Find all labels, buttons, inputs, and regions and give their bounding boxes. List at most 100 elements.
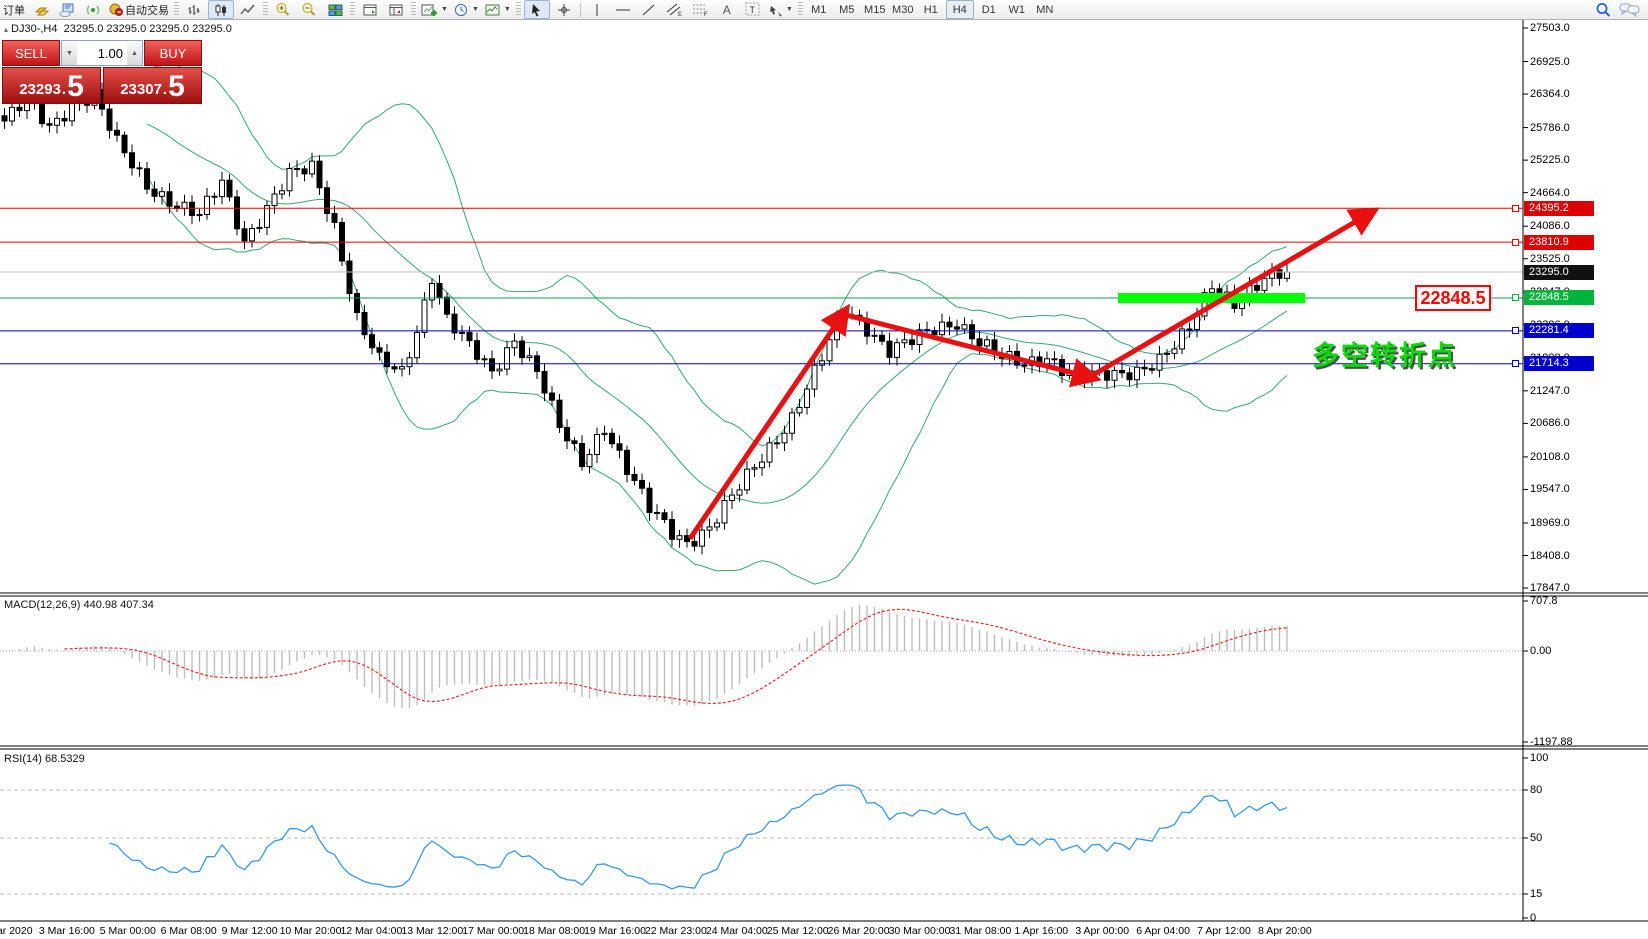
zoom-out-icon[interactable] [297,1,321,18]
cursor-tool-icon[interactable] [523,0,550,19]
bid-big-digit: 5 [67,70,84,103]
autotrading-button[interactable]: 自动交易 [107,1,171,18]
toolbar-grip [174,2,179,17]
timeframe-w1[interactable]: W1 [1008,3,1026,16]
bid-dot: . [61,81,67,98]
price-tag: 24395.2 [1524,200,1594,216]
publish-chart-icon[interactable] [55,1,79,18]
horizontal-level-lines[interactable] [0,207,1523,365]
date-label: 13 Mar 12:00 [401,925,464,937]
fibonacci-tool-icon[interactable]: F [689,1,713,18]
date-label: 24 Mar 04:00 [705,925,768,937]
level-anchor-marker [1512,327,1519,335]
buy-button[interactable]: BUY [144,40,202,66]
panel-separators [0,19,1648,922]
chat-icon[interactable] [1617,1,1643,18]
level-anchor-marker [1512,360,1519,368]
bid-main-digits: 23293 [19,81,61,98]
horizontal-line-tool-icon[interactable] [611,1,635,18]
bar-chart-type-icon[interactable] [182,1,206,18]
vertical-line-tool-icon[interactable] [585,1,609,18]
toolbar-separator [579,2,581,17]
date-label: 22 Mar 23:00 [644,925,707,937]
price-tick-label: 17847.0 [1530,582,1570,595]
rsi-scale-label: 80 [1530,784,1543,796]
period-selector-button[interactable]: ▼ [452,1,481,18]
volume-input[interactable] [77,41,127,65]
macd-scale-label: 0.00 [1530,645,1552,657]
date-label: 5 Mar 00:00 [99,925,156,937]
order-label: 订单 [3,4,25,17]
navigator-window-icon[interactable] [384,1,408,18]
chevron-down-icon: ▼ [441,6,448,13]
date-label: 31 Mar 08:00 [949,925,1012,937]
price-tick-label: 25225.0 [1530,154,1570,167]
macd-indicator [0,605,1523,709]
order-button[interactable]: 订单 [1,1,27,18]
text-tool-icon[interactable]: A [715,1,739,18]
chart-title: ▴ DJ30-,H4 23295.0 23295.0 23295.0 23295.… [4,23,232,35]
turning-point-annotation[interactable]: 多空转折点 [1312,341,1457,371]
price-tick-label: 20686.0 [1530,417,1570,430]
symbol-period: DJ30-,H4 [11,23,58,35]
price-tag: 22848.5 [1524,290,1594,306]
candles [1,81,1290,555]
text-tool-glyph: A [722,2,731,17]
timeframe-m30[interactable]: M30 [892,3,914,16]
timeframe-bar: M1 M5 M15 M30 H1 H4 D1 W1 MN [805,0,1059,19]
autotrading-label: 自动交易 [125,4,169,17]
date-label: 3 Apr 00:00 [1075,925,1130,937]
timeframe-m15[interactable]: M15 [864,3,886,16]
macd-scale-label: -1197.88 [1530,736,1573,748]
timeframe-d1[interactable]: D1 [981,3,996,16]
candlestick-chart-type-icon[interactable] [208,0,234,19]
timeframe-m1[interactable]: M1 [811,3,827,16]
gold-icon[interactable] [29,1,53,18]
level-price-callout[interactable]: 22848.5 [1415,284,1491,311]
date-label: 1 Apr 16:00 [1014,925,1069,937]
equidistant-channel-tool-icon[interactable]: E [663,1,687,18]
volume-decrease-button[interactable]: ▼ [62,41,77,65]
sell-button[interactable]: SELL [2,40,60,66]
date-label: 18 Mar 08:00 [523,925,586,937]
new-chart-button[interactable]: ▼ [419,1,450,18]
buy-price-display[interactable]: 23307. 5 [103,67,202,104]
date-label: 9 Mar 12:00 [221,925,278,937]
timeframe-mn[interactable]: MN [1036,3,1054,16]
crosshair-tool-icon[interactable] [552,1,576,18]
line-chart-type-icon[interactable] [236,1,260,18]
chart-workspace[interactable]: ▴ DJ30-,H4 23295.0 23295.0 23295.0 23295.… [0,19,1648,939]
search-icon[interactable] [1591,1,1615,18]
sell-price-display[interactable]: 23293. 5 [2,67,101,104]
timeframe-h1[interactable]: H1 [923,3,938,16]
price-tick-label: 21247.0 [1530,384,1570,397]
zoom-in-icon[interactable] [271,1,295,18]
signal-icon[interactable] [81,1,105,18]
arrows-tool-button[interactable]: ▼ [767,1,795,18]
date-label: 7 Apr 12:00 [1197,925,1251,937]
timeframe-h4[interactable]: H4 [945,0,974,19]
data-window-icon[interactable] [358,1,382,18]
rsi-indicator [0,784,1523,895]
price-tick-label: 23525.0 [1530,252,1570,265]
trendline-tool-icon[interactable] [637,1,661,18]
price-tick-label: 26364.0 [1530,88,1570,101]
price-tick-label: 24664.0 [1530,186,1570,199]
timeframe-m5[interactable]: M5 [839,3,855,16]
chart-objects[interactable] [687,207,1380,540]
date-label: 17 Mar 00:00 [462,925,525,937]
template-button[interactable]: ▼ [483,1,513,18]
volume-increase-button[interactable]: ▲ [127,41,142,65]
chevron-down-icon: ▼ [785,6,793,13]
price-chart-canvas[interactable] [0,19,1648,939]
toolbar-grip [411,2,416,17]
svg-text:F: F [704,12,708,17]
bollinger-bands [146,63,1288,585]
text-label-tool-icon[interactable]: T [741,1,765,18]
one-click-trading-widget: SELL ▼ ▲ BUY 23293.5 23307.5 [2,40,202,104]
tile-windows-icon[interactable] [323,1,347,18]
level-anchor-marker [1512,238,1519,246]
ask-dot: . [162,81,168,98]
ask-big-digit: 5 [168,70,185,103]
